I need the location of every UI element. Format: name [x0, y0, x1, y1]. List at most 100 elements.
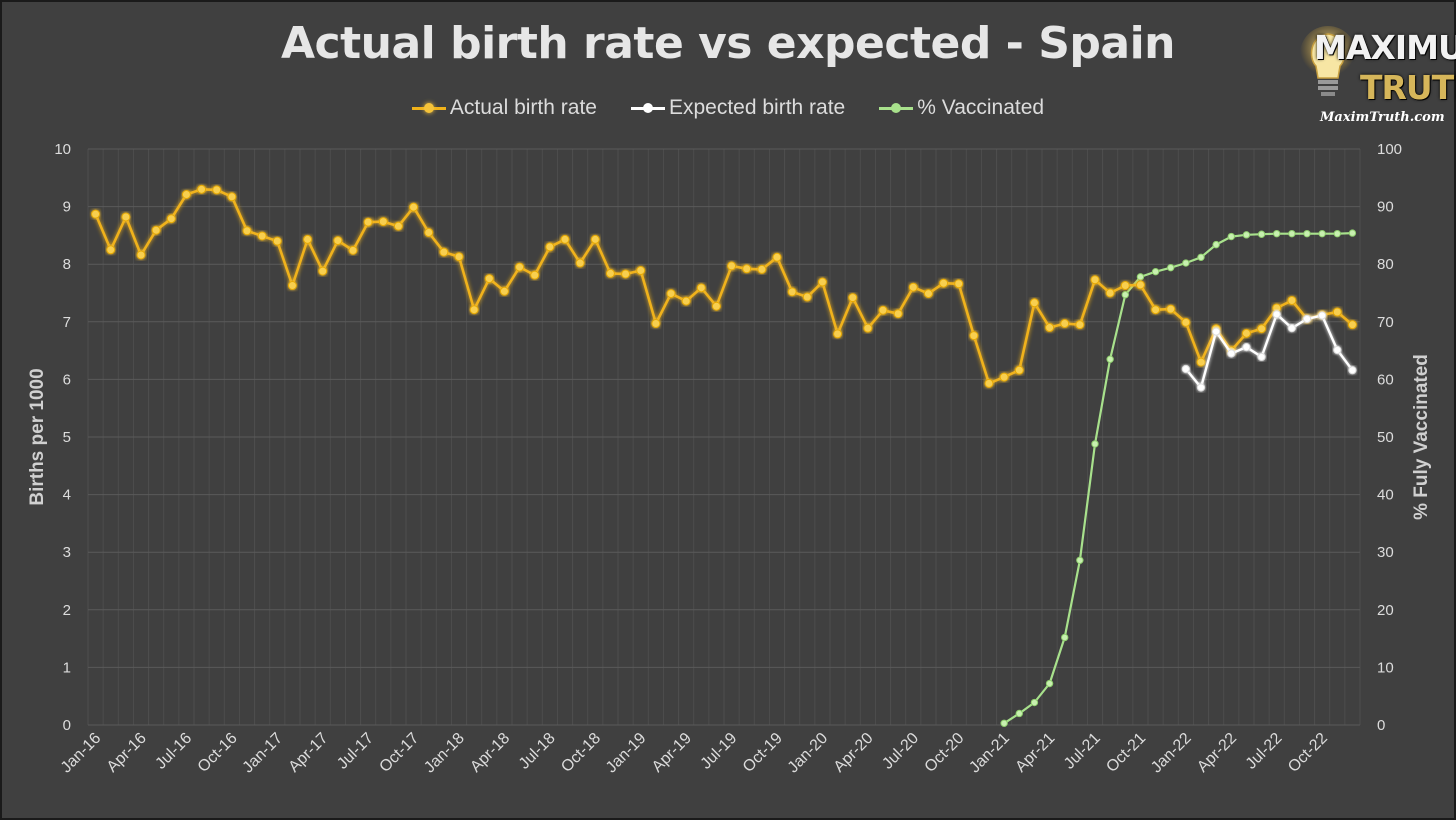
data-point-actual	[348, 245, 358, 255]
data-point-actual	[696, 283, 706, 293]
legend-label-vaccinated: % Vaccinated	[917, 96, 1045, 119]
x-tick-label: Jan-22	[1148, 730, 1195, 777]
data-point-actual	[227, 192, 237, 202]
data-point-actual	[409, 202, 419, 212]
data-point-expected	[1287, 324, 1296, 333]
series-line-expected	[1184, 313, 1354, 389]
data-point-actual	[136, 250, 146, 260]
data-point-vaccinated	[1227, 232, 1235, 241]
data-point-actual	[651, 319, 661, 329]
y-left-tick-label: 4	[63, 487, 71, 504]
data-point-actual	[560, 234, 570, 244]
data-point-actual	[151, 225, 161, 235]
x-tick-label: Apr-17	[286, 730, 332, 776]
x-tick-label: Jan-17	[240, 730, 287, 777]
data-point-actual	[893, 309, 903, 319]
legend: Actual birth rate Expected birth rate % …	[0, 96, 1456, 120]
data-point-vaccinated	[1045, 679, 1054, 688]
data-point-actual	[499, 286, 509, 296]
data-point-vaccinated	[1182, 259, 1190, 267]
data-point-vaccinated	[1212, 240, 1220, 249]
data-point-expected	[1212, 327, 1221, 336]
data-point-expected	[1348, 366, 1357, 375]
data-point-actual	[1181, 317, 1191, 327]
data-point-actual	[424, 228, 434, 238]
data-point-actual	[1060, 319, 1070, 329]
data-point-actual	[318, 266, 328, 276]
data-point-vaccinated	[1348, 229, 1357, 237]
data-point-actual	[1014, 365, 1024, 375]
y-left-tick-label: 9	[63, 199, 71, 216]
data-point-actual	[969, 331, 979, 341]
legend-label-actual: Actual birth rate	[449, 96, 597, 119]
y-left-tick-label: 8	[63, 256, 71, 273]
data-point-expected	[1272, 310, 1281, 319]
legend-item-actual[interactable]: Actual birth rate	[411, 96, 597, 120]
x-tick-label: Oct-20	[922, 730, 968, 776]
y-right-tick-label: 90	[1377, 199, 1394, 216]
x-tick-label: Oct-21	[1103, 730, 1149, 776]
data-point-actual	[1287, 295, 1297, 305]
data-point-actual	[212, 185, 222, 195]
data-point-actual	[772, 252, 782, 262]
legend-item-vaccinated[interactable]: % Vaccinated	[879, 96, 1044, 120]
data-point-vaccinated	[1151, 267, 1160, 276]
y-right-tick-label: 10	[1377, 659, 1394, 676]
data-point-actual	[1075, 320, 1085, 330]
data-point-actual	[378, 217, 388, 227]
data-point-actual	[1120, 281, 1130, 291]
data-point-actual	[1090, 275, 1100, 285]
data-point-vaccinated	[1076, 556, 1084, 564]
y-left-tick-label: 1	[63, 659, 71, 676]
data-point-actual	[954, 279, 964, 289]
data-point-actual	[742, 264, 752, 274]
data-point-expected	[1257, 352, 1266, 362]
data-point-actual	[454, 252, 464, 262]
data-point-vaccinated	[1197, 253, 1205, 261]
data-point-vaccinated	[1273, 229, 1281, 238]
x-tick-label: Jul-22	[1243, 730, 1286, 773]
data-point-actual	[363, 217, 373, 227]
data-point-expected	[1227, 349, 1236, 358]
x-tick-label: Jul-19	[698, 730, 741, 773]
data-point-actual	[848, 293, 858, 303]
logo-text-truth: TRUTH	[1360, 68, 1456, 107]
data-point-vaccinated	[1030, 698, 1039, 707]
data-point-actual	[681, 296, 691, 306]
data-point-actual	[469, 305, 479, 315]
data-point-actual	[711, 301, 721, 311]
data-point-expected	[1181, 364, 1190, 374]
data-point-actual	[91, 209, 101, 219]
legend-item-expected[interactable]: Expected birth rate	[630, 96, 845, 120]
x-tick-label: Oct-16	[195, 730, 241, 776]
x-tick-label: Jul-20	[879, 730, 922, 773]
data-point-actual	[590, 234, 600, 244]
data-point-actual	[287, 281, 297, 291]
data-point-actual	[802, 292, 812, 302]
x-tick-label: Jan-16	[58, 730, 105, 777]
maximum-truth-logo: MAXIMUM TRUTH MaximTruth.com	[1300, 24, 1456, 130]
x-tick-label: Apr-19	[649, 730, 695, 776]
data-point-actual	[106, 245, 116, 255]
data-point-actual	[757, 264, 767, 274]
y-left-tick-label: 5	[63, 429, 71, 446]
x-tick-label: Jan-18	[421, 730, 468, 777]
y-right-tick-label: 80	[1377, 256, 1394, 273]
y-right-tick-label: 60	[1377, 371, 1394, 388]
chart-title: Actual birth rate vs expected - Spain	[280, 18, 1176, 69]
data-point-actual	[1332, 307, 1342, 317]
data-point-actual	[863, 323, 873, 333]
x-tick-label: Jul-16	[152, 730, 195, 773]
data-point-expected	[1318, 311, 1327, 320]
data-point-vaccinated	[1000, 719, 1008, 727]
data-point-actual	[121, 212, 131, 222]
y-right-axis-title: % Fuly Vaccinated	[1411, 354, 1432, 520]
y-left-tick-label: 10	[54, 141, 71, 158]
series-line-actual	[94, 188, 1354, 385]
data-point-expected	[1242, 343, 1251, 352]
data-point-vaccinated	[1257, 230, 1266, 238]
data-point-actual	[257, 231, 267, 241]
y-right-tick-label: 70	[1377, 314, 1394, 331]
data-point-vaccinated	[1136, 273, 1145, 281]
data-point-actual	[999, 372, 1009, 382]
